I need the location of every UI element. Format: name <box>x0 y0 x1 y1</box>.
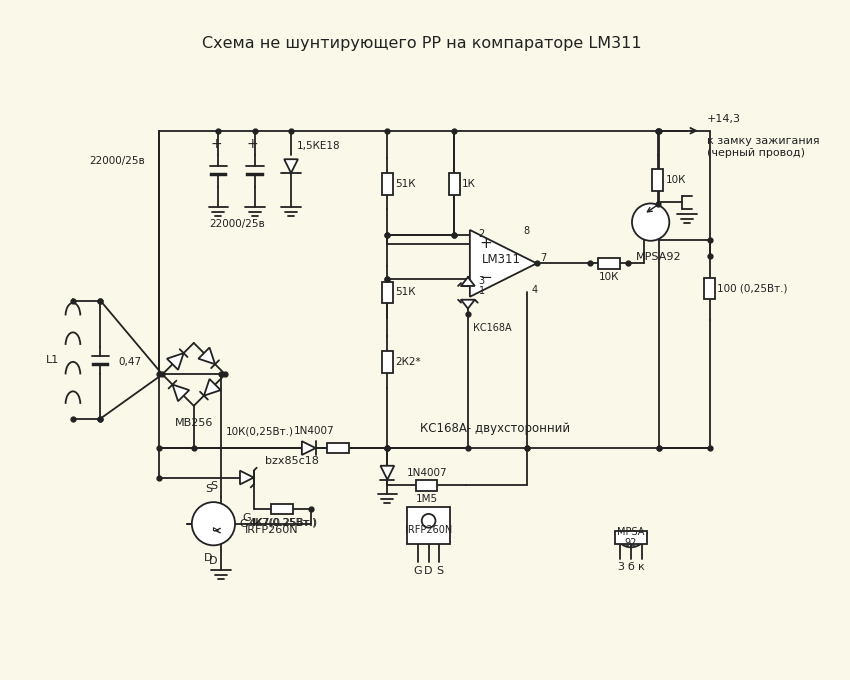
Text: MPSA
92: MPSA 92 <box>617 527 644 548</box>
Polygon shape <box>204 379 221 396</box>
Circle shape <box>422 514 435 528</box>
Text: +: + <box>246 137 258 150</box>
Bar <box>382 282 393 303</box>
Polygon shape <box>302 441 315 455</box>
Text: 22000/25в: 22000/25в <box>209 219 265 229</box>
Text: 10К(0,25Вт.): 10К(0,25Вт.) <box>226 426 294 437</box>
Text: 1К: 1К <box>462 179 476 189</box>
Polygon shape <box>167 353 184 370</box>
Text: к: к <box>638 562 645 572</box>
Text: IRFP260N: IRFP260N <box>405 525 452 534</box>
Text: 2К2*: 2К2* <box>395 357 421 367</box>
Text: G: G <box>242 513 251 523</box>
Text: 10К: 10К <box>666 175 686 185</box>
Text: 10К: 10К <box>598 272 619 282</box>
Text: D: D <box>424 566 433 576</box>
Text: Схема не шунтирующего РР на компараторе LM311: Схема не шунтирующего РР на компараторе … <box>202 36 642 51</box>
Bar <box>92 362 110 366</box>
Text: 51К: 51К <box>395 179 416 189</box>
Text: 3: 3 <box>617 562 624 572</box>
Text: 51К: 51К <box>395 288 416 297</box>
Text: D: D <box>209 556 218 566</box>
Text: к замку зажигания: к замку зажигания <box>706 135 819 146</box>
Bar <box>416 480 438 491</box>
Text: +: + <box>479 236 492 251</box>
Bar <box>449 173 460 194</box>
Text: 7: 7 <box>541 254 547 263</box>
Bar <box>382 173 393 194</box>
Text: 3: 3 <box>479 276 484 286</box>
Bar <box>209 173 227 176</box>
Polygon shape <box>213 528 218 530</box>
Text: MPSA92: MPSA92 <box>636 252 682 262</box>
Polygon shape <box>461 277 475 286</box>
Bar <box>652 169 663 190</box>
Text: IRFP260N: IRFP260N <box>245 525 298 534</box>
Text: G: G <box>413 566 422 576</box>
Text: б: б <box>627 562 634 572</box>
Text: 4К7(0.25Вт.): 4К7(0.25Вт.) <box>249 517 317 528</box>
Text: 4К7(0.25Вт.): 4К7(0.25Вт.) <box>248 518 316 528</box>
Text: +: + <box>211 137 222 150</box>
Text: −: − <box>479 270 492 285</box>
Polygon shape <box>284 159 298 173</box>
Text: 2: 2 <box>479 229 485 239</box>
Bar <box>382 352 393 373</box>
Bar <box>615 530 647 545</box>
Text: L1: L1 <box>46 355 60 364</box>
Text: 8: 8 <box>524 226 530 236</box>
Bar <box>704 277 715 299</box>
Bar <box>407 507 450 545</box>
Polygon shape <box>240 471 253 484</box>
Text: 1N4007: 1N4007 <box>407 468 448 477</box>
Bar <box>271 504 293 514</box>
Polygon shape <box>381 466 394 479</box>
Text: S: S <box>210 481 217 492</box>
Text: КС168А: КС168А <box>473 323 512 333</box>
Text: G: G <box>239 519 247 529</box>
Text: D: D <box>204 553 212 563</box>
Bar <box>327 443 348 454</box>
Text: 1М5: 1М5 <box>416 494 438 505</box>
Text: (черный провод): (черный провод) <box>706 148 805 158</box>
Polygon shape <box>198 347 215 364</box>
Text: МВ256: МВ256 <box>174 418 213 428</box>
Text: +14,3: +14,3 <box>706 114 740 124</box>
Text: 1N4007: 1N4007 <box>293 426 334 437</box>
Polygon shape <box>461 300 475 309</box>
Text: 100 (0,25Вт.): 100 (0,25Вт.) <box>717 284 788 293</box>
Polygon shape <box>173 385 190 401</box>
Bar <box>246 173 264 176</box>
Text: 1: 1 <box>479 286 484 296</box>
Text: 4: 4 <box>532 285 538 295</box>
Text: 22000/25в: 22000/25в <box>89 156 144 166</box>
Text: 1,5КЕ18: 1,5КЕ18 <box>297 141 341 152</box>
Text: bzx85c18: bzx85c18 <box>264 456 319 466</box>
Polygon shape <box>470 230 536 296</box>
Circle shape <box>192 502 235 545</box>
Bar <box>598 258 620 269</box>
Text: 0,47: 0,47 <box>118 356 141 367</box>
Text: КС168А- двухсторонний: КС168А- двухсторонний <box>421 422 570 435</box>
Circle shape <box>632 203 669 241</box>
Text: S: S <box>205 484 212 494</box>
Text: S: S <box>436 566 443 576</box>
Text: LM311: LM311 <box>482 253 521 266</box>
